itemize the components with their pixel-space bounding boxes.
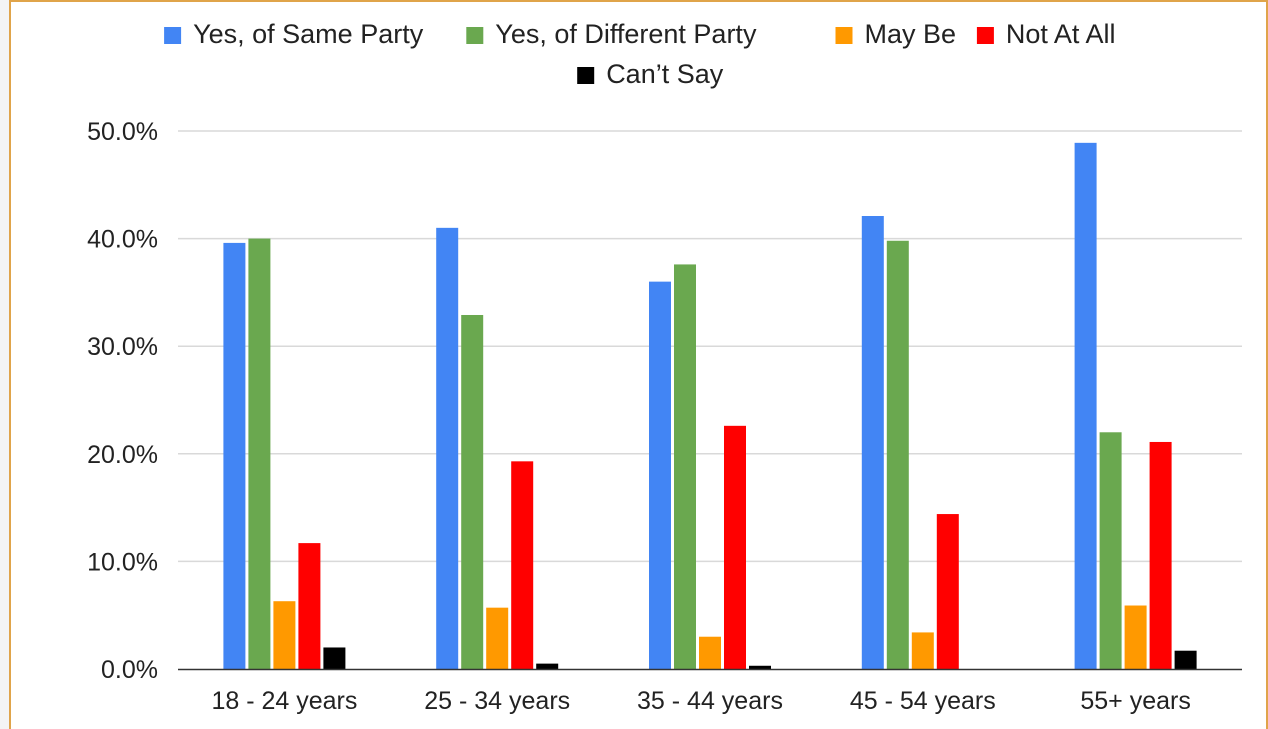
bar	[911, 632, 934, 669]
legend-swatch	[466, 27, 484, 44]
x-axis: 18 - 24 years 25 - 34 years 35 - 44 years 4…	[178, 668, 1242, 715]
y-tick-label: 0.0%	[101, 656, 158, 684]
bar	[323, 647, 346, 669]
legend-swatch	[835, 27, 853, 44]
bar	[436, 227, 459, 669]
y-axis: 0.0% 10.0% 20.0% 30.0% 40.0% 50.0%	[87, 118, 158, 684]
y-tick-label: 30.0%	[87, 333, 158, 361]
x-tick-label: 45 - 54 years	[850, 687, 996, 715]
bar	[248, 238, 271, 669]
bar	[649, 281, 671, 669]
legend-item: Can’t Say	[577, 59, 724, 89]
bar	[536, 663, 559, 669]
legend-label: Can’t Say	[606, 59, 724, 89]
bar	[223, 242, 246, 670]
bar	[461, 314, 484, 669]
legend-label: May Be	[865, 19, 957, 49]
legend-item: Yes, of Different Party	[466, 19, 757, 49]
bar	[1124, 605, 1147, 669]
legend-item: May Be	[835, 19, 957, 49]
x-tick-label: 35 - 44 years	[637, 687, 783, 715]
bar	[486, 607, 509, 669]
grid-lines	[178, 130, 1242, 563]
legend-item: Yes, of Same Party	[164, 19, 424, 49]
legend: Yes, of Same Party Yes, of Different Part…	[164, 19, 1115, 89]
legend-label: Yes, of Same Party	[193, 19, 424, 49]
legend-swatch	[976, 27, 994, 44]
bar	[674, 264, 696, 669]
chart-frame	[9, 0, 1268, 729]
bar	[1174, 650, 1197, 669]
bar	[724, 425, 746, 669]
legend-label: Not At All	[1006, 19, 1116, 49]
bar	[936, 514, 959, 669]
y-tick-label: 50.0%	[87, 118, 158, 146]
legend-swatch	[164, 27, 182, 44]
legend-swatch	[577, 67, 595, 84]
y-tick-label: 40.0%	[87, 226, 158, 254]
x-tick-label: 18 - 24 years	[211, 687, 357, 715]
bar	[861, 216, 884, 669]
x-tick-label: 25 - 34 years	[424, 687, 570, 715]
bar	[1074, 142, 1097, 669]
x-tick-label: 55+ years	[1080, 687, 1191, 715]
bar	[886, 240, 909, 669]
y-tick-label: 20.0%	[87, 441, 158, 469]
bar	[1099, 432, 1122, 669]
bar	[298, 543, 321, 669]
legend-item: Not At All	[976, 19, 1116, 49]
legend-label: Yes, of Different Party	[495, 19, 757, 49]
bars	[223, 142, 1197, 670]
y-tick-label: 10.0%	[87, 548, 158, 576]
bar	[511, 461, 534, 669]
bar	[1149, 441, 1172, 669]
bar	[749, 665, 771, 669]
bar	[699, 636, 721, 669]
bar	[273, 601, 296, 669]
